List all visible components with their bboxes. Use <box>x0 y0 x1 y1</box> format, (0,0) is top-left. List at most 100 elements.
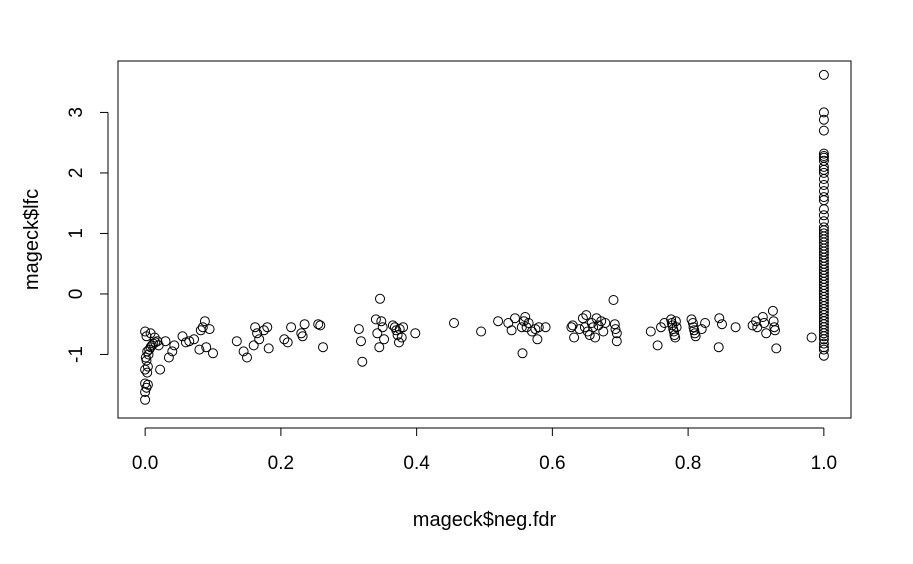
data-point <box>818 180 829 190</box>
data-point <box>717 319 727 330</box>
y-tick-label: 0 <box>66 289 87 300</box>
y-tick-label: 1 <box>66 228 87 239</box>
data-point <box>757 312 768 322</box>
data-point <box>252 328 263 339</box>
data-point <box>713 342 724 353</box>
data-point <box>163 352 174 363</box>
data-point <box>670 316 681 327</box>
data-point <box>204 324 215 335</box>
data-point <box>248 340 259 351</box>
data-point <box>493 316 504 327</box>
data-point <box>818 338 829 349</box>
data-point <box>818 350 829 361</box>
data-point <box>645 326 656 337</box>
data-point <box>581 310 592 321</box>
data-point <box>730 322 741 333</box>
data-point <box>818 334 829 345</box>
data-point <box>258 325 269 336</box>
data-point <box>670 332 681 343</box>
data-point <box>818 148 829 159</box>
y-tick-label: -1 <box>66 346 87 363</box>
data-point <box>286 322 297 333</box>
data-point <box>520 312 531 322</box>
data-point <box>700 318 711 328</box>
data-point <box>566 322 577 333</box>
data-point <box>652 340 663 351</box>
data-point <box>767 305 778 316</box>
data-point <box>761 328 772 339</box>
data-point <box>149 332 160 343</box>
data-point <box>262 322 273 333</box>
data-point <box>818 161 829 172</box>
data-point <box>818 107 829 118</box>
data-point <box>818 69 829 80</box>
data-point <box>818 174 829 184</box>
data-point <box>254 334 265 345</box>
data-point <box>142 367 153 378</box>
data-point <box>771 343 782 354</box>
data-point <box>818 204 829 215</box>
data-point <box>818 331 829 342</box>
y-tick-label: 2 <box>66 168 87 179</box>
data-point <box>608 295 619 305</box>
data-point <box>600 318 611 328</box>
data-point <box>195 325 206 336</box>
data-point <box>574 324 585 335</box>
data-point <box>818 192 829 203</box>
data-point <box>315 320 326 331</box>
data-point <box>532 334 543 345</box>
data-point <box>394 337 404 348</box>
plot-frame <box>117 60 852 419</box>
data-point <box>356 336 366 347</box>
data-point <box>449 318 459 328</box>
x-tick-label: 0.6 <box>539 453 565 474</box>
data-point <box>377 322 388 333</box>
data-point <box>540 322 551 333</box>
data-point <box>299 319 310 330</box>
data-point <box>533 322 544 333</box>
data-point <box>376 316 387 327</box>
data-point <box>609 319 620 330</box>
data-point <box>357 356 368 367</box>
data-point <box>140 326 151 337</box>
data-point <box>150 337 161 348</box>
data-point <box>671 322 682 333</box>
data-point <box>199 316 210 327</box>
x-axis-title: mageck$neg.fdr <box>413 509 557 531</box>
data-point <box>263 343 274 354</box>
data-point <box>142 361 153 372</box>
x-tick-label: 0.0 <box>132 453 158 474</box>
data-point <box>666 314 677 325</box>
data-point <box>569 332 580 343</box>
data-point <box>189 334 199 345</box>
data-point <box>588 322 599 333</box>
data-point <box>398 322 409 333</box>
data-point <box>242 352 252 363</box>
y-axis-title: mageck$lfc <box>21 189 43 290</box>
data-point <box>197 322 208 333</box>
data-point <box>770 325 780 336</box>
y-tick-label: 3 <box>66 107 87 118</box>
data-point <box>152 336 163 347</box>
data-point <box>297 331 308 342</box>
data-point <box>374 342 385 353</box>
data-point <box>194 344 205 355</box>
data-point <box>201 342 212 353</box>
data-point <box>714 313 725 324</box>
data-point <box>818 167 829 178</box>
data-point <box>598 326 609 337</box>
data-point <box>590 332 601 343</box>
x-axis: 0.0 0.2 0.4 0.6 0.8 1.0 <box>132 427 837 474</box>
data-point <box>372 328 383 339</box>
data-point <box>476 326 487 337</box>
data-point <box>160 336 171 347</box>
data-point <box>506 325 517 336</box>
data-point <box>169 340 180 351</box>
data-point <box>610 324 621 335</box>
data-point <box>818 344 829 355</box>
data-point <box>184 336 195 347</box>
data-point <box>806 332 817 343</box>
data-point <box>818 114 829 125</box>
data-point <box>379 334 390 345</box>
y-axis: -1 0 1 2 3 <box>66 107 109 363</box>
